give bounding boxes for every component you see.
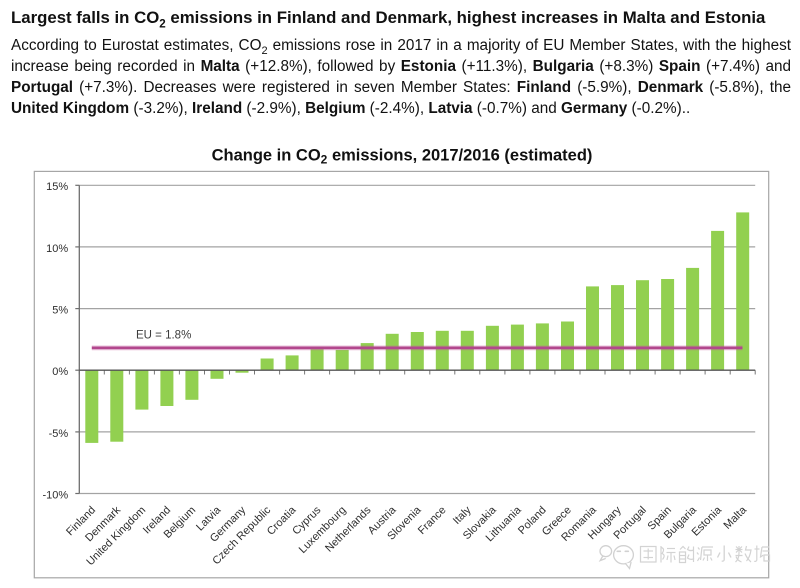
svg-text:EU = 1.8%: EU = 1.8% xyxy=(136,330,191,342)
svg-text:Change in CO2 emissions, 2017/: Change in CO2 emissions, 2017/2016 (esti… xyxy=(212,147,593,167)
svg-text:0%: 0% xyxy=(52,366,68,378)
svg-text:-10%: -10% xyxy=(43,489,69,501)
svg-text:10%: 10% xyxy=(46,243,68,255)
svg-text:-5%: -5% xyxy=(49,428,69,440)
svg-text:Malta: Malta xyxy=(722,504,750,532)
svg-text:France: France xyxy=(416,504,449,537)
svg-text:15%: 15% xyxy=(46,181,68,193)
svg-text:5%: 5% xyxy=(52,305,68,317)
